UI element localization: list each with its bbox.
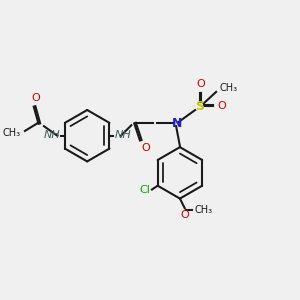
Text: NH: NH: [114, 130, 131, 140]
Text: O: O: [142, 143, 151, 153]
Text: CH₃: CH₃: [194, 205, 212, 215]
Text: NH: NH: [44, 130, 60, 140]
Text: Cl: Cl: [139, 185, 150, 196]
Text: CH₃: CH₃: [2, 128, 20, 138]
Text: N: N: [172, 117, 182, 130]
Text: O: O: [217, 101, 226, 111]
Text: CH₃: CH₃: [220, 83, 238, 93]
Text: S: S: [195, 100, 204, 113]
Text: O: O: [180, 210, 189, 220]
Text: O: O: [31, 93, 40, 103]
Text: O: O: [196, 79, 205, 89]
